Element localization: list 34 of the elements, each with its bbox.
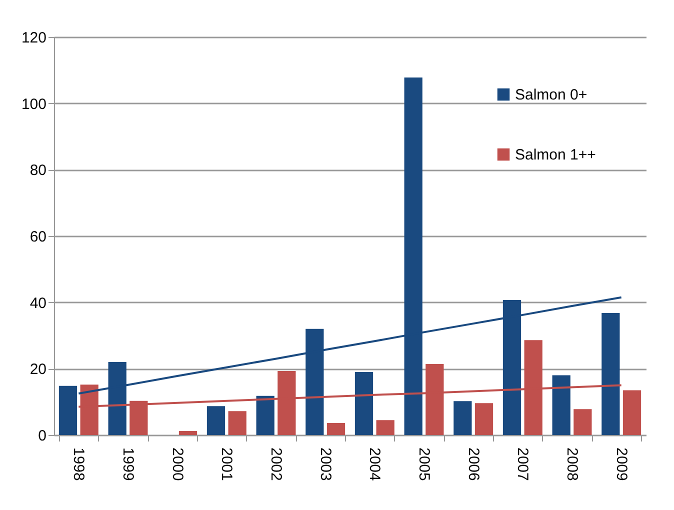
x-tick-label: 1999 <box>120 448 136 481</box>
bar <box>376 420 394 435</box>
bar <box>474 403 494 435</box>
x-tick-label: 1998 <box>70 448 88 481</box>
x-tick-label: 2008 <box>564 448 580 481</box>
bar <box>574 409 592 435</box>
x-tick-label: 2007 <box>514 448 532 481</box>
bar <box>552 375 570 435</box>
bar <box>454 401 472 435</box>
y-tick-label: 80 <box>30 162 46 180</box>
bar <box>602 312 620 435</box>
x-tick-label: 2003 <box>316 448 334 481</box>
x-tick-label: 2009 <box>612 448 630 481</box>
legend-label: Salmon 0+ <box>515 86 588 104</box>
y-tick-label: 20 <box>30 361 46 378</box>
x-tick-label: 2006 <box>464 448 482 481</box>
y-tick-label: 120 <box>21 30 46 46</box>
x-tick-label: 2000 <box>168 448 186 481</box>
y-tick-label: 0 <box>38 428 46 444</box>
y-tick-label: 60 <box>30 228 46 246</box>
x-tick-label: 2002 <box>268 448 284 481</box>
bar <box>326 423 346 435</box>
bar <box>228 411 246 435</box>
bar <box>622 390 642 435</box>
y-tick-label: 100 <box>21 96 46 113</box>
x-tick-label: 2004 <box>366 448 384 481</box>
y-tick-label: 40 <box>30 294 46 312</box>
bar <box>206 406 226 435</box>
x-tick-label: 2001 <box>218 448 236 481</box>
bar <box>178 431 198 435</box>
x-tick-label: 2005 <box>416 448 432 481</box>
legend-label: Salmon 1++ <box>515 146 596 164</box>
bar <box>354 372 374 435</box>
bar <box>256 396 274 435</box>
